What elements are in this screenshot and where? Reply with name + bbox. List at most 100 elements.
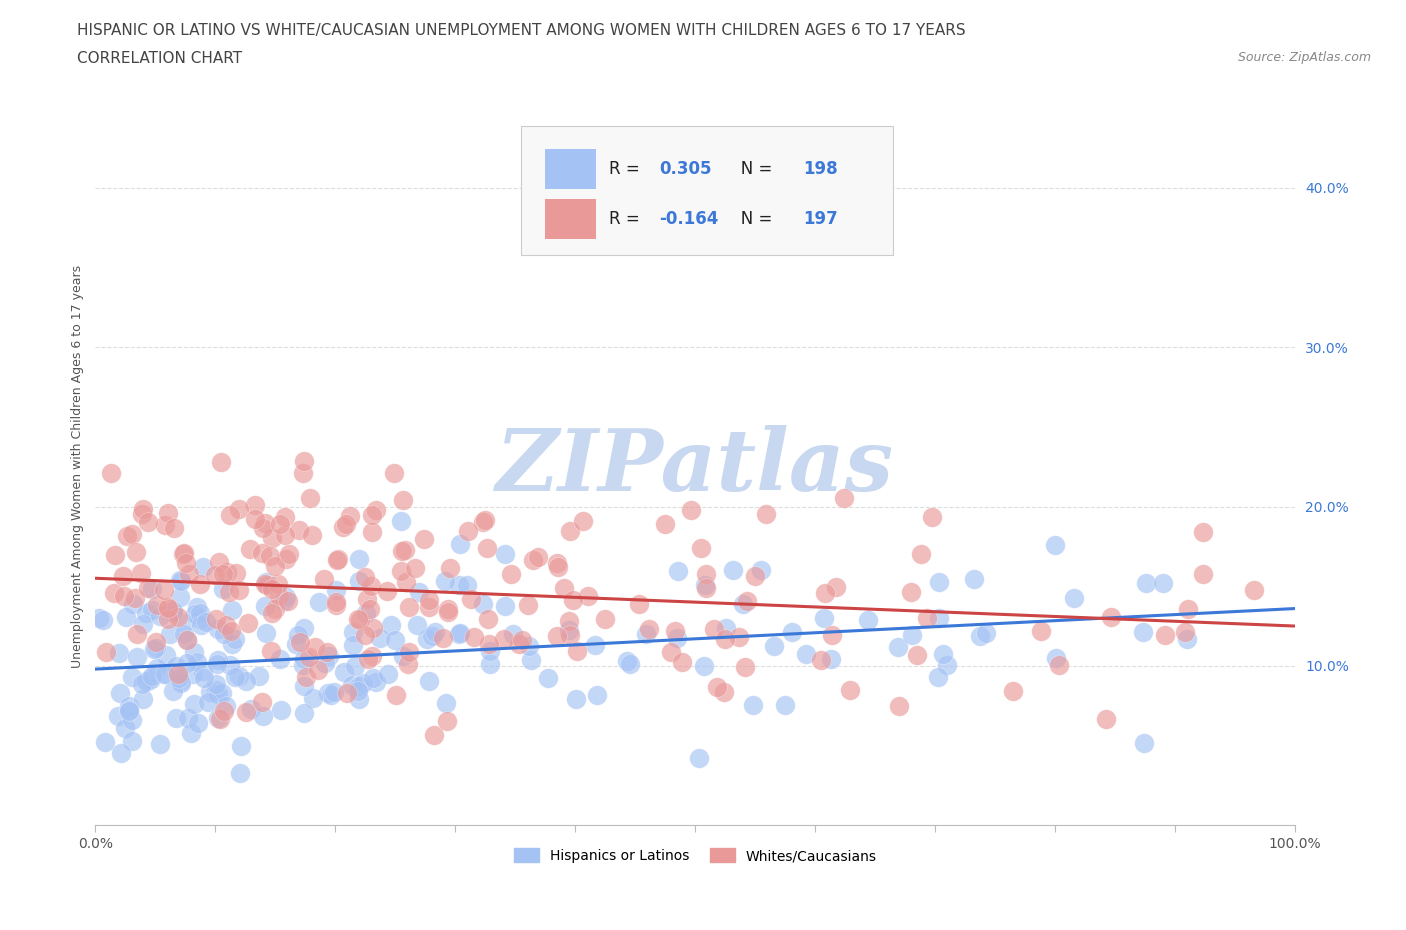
Point [360, 648, 382, 663]
Point [449, 537, 471, 551]
FancyBboxPatch shape [546, 149, 596, 189]
Point [254, 575, 277, 590]
Point [478, 657, 501, 671]
Point [235, 705, 257, 720]
Point [173, 546, 195, 561]
Point [1045, 650, 1067, 665]
Point [149, 737, 172, 751]
Point [1133, 736, 1156, 751]
Point [155, 647, 177, 662]
Point [176, 632, 198, 647]
Point [510, 633, 533, 648]
Point [731, 596, 754, 611]
Point [352, 676, 374, 691]
Point [207, 711, 229, 725]
Point [121, 733, 143, 748]
Text: -0.164: -0.164 [659, 210, 718, 228]
Point [316, 685, 339, 700]
Point [572, 513, 595, 528]
Point [108, 685, 131, 700]
Point [173, 616, 195, 631]
Point [418, 600, 440, 615]
Point [821, 627, 844, 642]
Point [392, 492, 415, 507]
Point [252, 521, 274, 536]
Point [125, 650, 148, 665]
Point [228, 502, 250, 517]
Point [368, 631, 391, 645]
Point [477, 612, 499, 627]
Point [218, 584, 240, 599]
Point [228, 669, 250, 684]
Point [194, 615, 217, 630]
Point [477, 541, 499, 556]
Point [384, 632, 406, 647]
Y-axis label: Unemployment Among Women with Children Ages 6 to 17 years: Unemployment Among Women with Children A… [72, 265, 84, 669]
Point [224, 669, 246, 684]
Point [1031, 623, 1053, 638]
Point [165, 711, 187, 725]
Point [273, 593, 295, 608]
Point [501, 566, 523, 581]
Point [292, 652, 315, 667]
Point [1177, 602, 1199, 617]
Point [212, 566, 235, 581]
Point [207, 687, 229, 702]
Point [325, 598, 347, 613]
Point [616, 653, 638, 668]
Point [887, 640, 910, 655]
Text: ZIPatlas: ZIPatlas [496, 425, 894, 509]
Point [1132, 625, 1154, 640]
Point [398, 600, 420, 615]
Point [547, 559, 569, 574]
Point [207, 653, 229, 668]
Point [169, 573, 191, 588]
Text: Source: ZipAtlas.com: Source: ZipAtlas.com [1237, 51, 1371, 64]
Point [1095, 711, 1118, 726]
Point [173, 627, 195, 642]
Point [713, 631, 735, 646]
Point [239, 541, 262, 556]
Point [112, 589, 135, 604]
Point [184, 607, 207, 622]
Point [782, 625, 804, 640]
Point [121, 527, 143, 542]
Point [169, 590, 191, 604]
Point [695, 566, 717, 581]
Point [342, 637, 364, 652]
Point [318, 648, 340, 663]
Text: CORRELATION CHART: CORRELATION CHART [77, 51, 242, 66]
Point [239, 701, 262, 716]
Point [181, 667, 204, 682]
Point [471, 515, 494, 530]
Point [366, 502, 388, 517]
Point [347, 551, 370, 566]
Point [391, 564, 413, 578]
Point [887, 698, 910, 713]
Point [404, 560, 426, 575]
Point [186, 600, 208, 615]
Point [714, 620, 737, 635]
Point [287, 628, 309, 643]
Text: R =: R = [609, 210, 645, 228]
Point [689, 540, 711, 555]
Point [406, 618, 429, 632]
Point [122, 596, 145, 611]
Point [565, 692, 588, 707]
Point [820, 651, 842, 666]
Point [141, 669, 163, 684]
Point [183, 697, 205, 711]
Point [159, 627, 181, 642]
Point [302, 691, 325, 706]
Point [637, 621, 659, 636]
Point [418, 592, 440, 607]
Point [478, 644, 501, 658]
Point [188, 612, 211, 627]
Point [172, 546, 194, 561]
Point [121, 670, 143, 684]
Point [121, 712, 143, 727]
Point [254, 625, 277, 640]
Point [132, 501, 155, 516]
Point [1175, 632, 1198, 647]
Point [136, 673, 159, 688]
